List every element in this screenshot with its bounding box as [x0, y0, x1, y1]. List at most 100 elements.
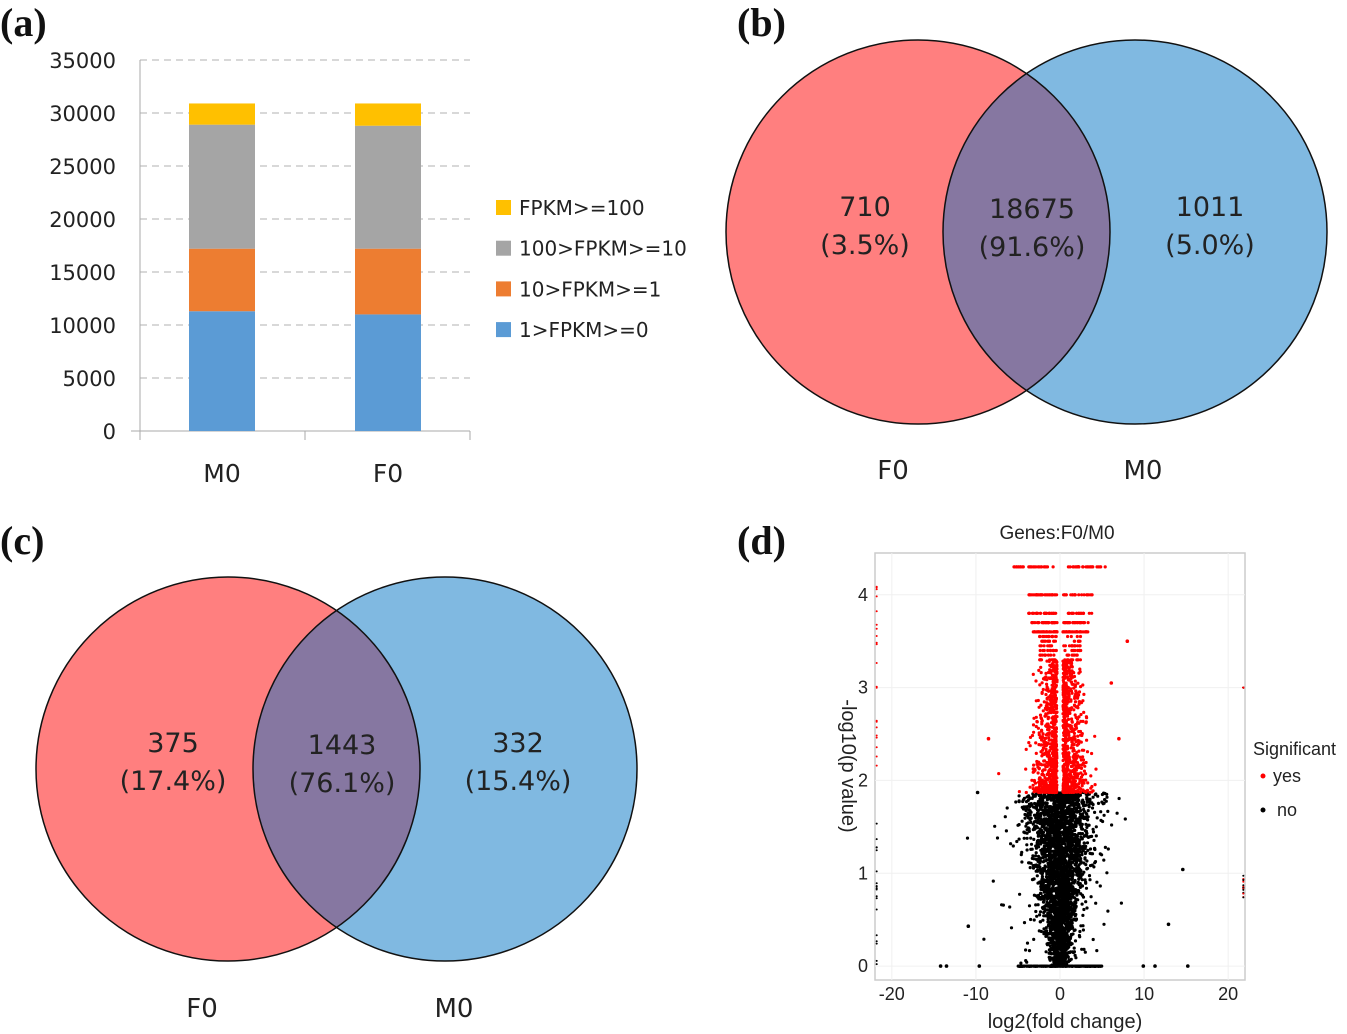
point [1044, 950, 1048, 954]
point [1065, 774, 1069, 778]
point [1039, 717, 1044, 721]
point [1069, 943, 1073, 947]
point [1024, 767, 1028, 771]
point [1058, 864, 1062, 868]
point [1031, 672, 1035, 677]
point [1029, 820, 1033, 825]
point [1039, 703, 1043, 707]
point [1037, 743, 1041, 747]
point [1103, 565, 1107, 569]
point [1017, 837, 1021, 841]
point [1034, 854, 1038, 858]
point [1084, 772, 1088, 776]
point [1061, 800, 1065, 804]
point [1042, 788, 1046, 792]
point [1029, 836, 1033, 840]
point [1066, 929, 1070, 933]
y-tick-label: 2 [858, 770, 868, 790]
point [1065, 946, 1069, 951]
point [1085, 788, 1090, 793]
point [1060, 839, 1064, 843]
point [1042, 611, 1046, 615]
point [1081, 699, 1085, 703]
point [1086, 866, 1090, 870]
point [1102, 801, 1106, 805]
point [1050, 677, 1055, 681]
point [1062, 949, 1066, 953]
point [1082, 841, 1086, 845]
point [1081, 565, 1085, 569]
point [1084, 715, 1088, 719]
point [1058, 914, 1063, 919]
point [1044, 786, 1048, 790]
point [1043, 805, 1048, 809]
point [1034, 964, 1038, 968]
point [1028, 785, 1032, 789]
point [1047, 932, 1051, 936]
point [1072, 908, 1076, 912]
point [1071, 565, 1075, 569]
point [1052, 738, 1056, 742]
point [1081, 773, 1085, 777]
point [1075, 835, 1079, 839]
venn-outline [35, 576, 421, 962]
point [1034, 699, 1038, 703]
point [1050, 844, 1054, 848]
point [1076, 873, 1080, 878]
point [1076, 734, 1080, 738]
point [1091, 830, 1096, 834]
point [1067, 805, 1071, 809]
point [1051, 764, 1055, 768]
point [1103, 845, 1107, 850]
point [1025, 941, 1030, 945]
point [1042, 822, 1046, 827]
point [1025, 805, 1030, 809]
y-tick-label: 20000 [49, 208, 116, 232]
point [1060, 818, 1065, 822]
point [1052, 716, 1056, 720]
point [1076, 763, 1080, 767]
point [1034, 851, 1038, 855]
point [1029, 593, 1033, 597]
point [1059, 921, 1063, 925]
point [1051, 680, 1055, 684]
point [1087, 611, 1091, 615]
point [1090, 806, 1095, 810]
point [1062, 700, 1066, 704]
y-tick-label: 10000 [49, 314, 116, 338]
point [1090, 852, 1095, 856]
point [1102, 813, 1106, 817]
venn-count: 18675 [989, 194, 1075, 225]
point [1041, 709, 1045, 713]
point [1043, 714, 1047, 718]
point [1026, 826, 1030, 830]
point [1025, 960, 1029, 964]
point [1052, 899, 1056, 903]
point [1065, 664, 1069, 668]
y-tick-label: 0 [103, 420, 116, 444]
point [1091, 937, 1095, 942]
point [1028, 744, 1032, 748]
point [1065, 722, 1069, 727]
point [1072, 777, 1076, 781]
point [1081, 683, 1085, 687]
point [1090, 863, 1094, 867]
point [1095, 816, 1099, 820]
point [1062, 896, 1066, 900]
point [1049, 738, 1053, 742]
point [1059, 845, 1063, 849]
venn-diagram-c: 375(17.4%)1443(76.1%)332(15.4%)F0 M0 [35, 576, 638, 1024]
point [1051, 673, 1055, 677]
point [1072, 703, 1077, 707]
venn-set-label: M0 [435, 994, 474, 1024]
point [1084, 863, 1088, 867]
point [1117, 796, 1121, 801]
point [1017, 799, 1021, 803]
point [1039, 611, 1043, 615]
point [1024, 948, 1028, 952]
point [1071, 837, 1075, 841]
point [1052, 814, 1056, 819]
point [1062, 763, 1066, 768]
point [1042, 700, 1046, 704]
